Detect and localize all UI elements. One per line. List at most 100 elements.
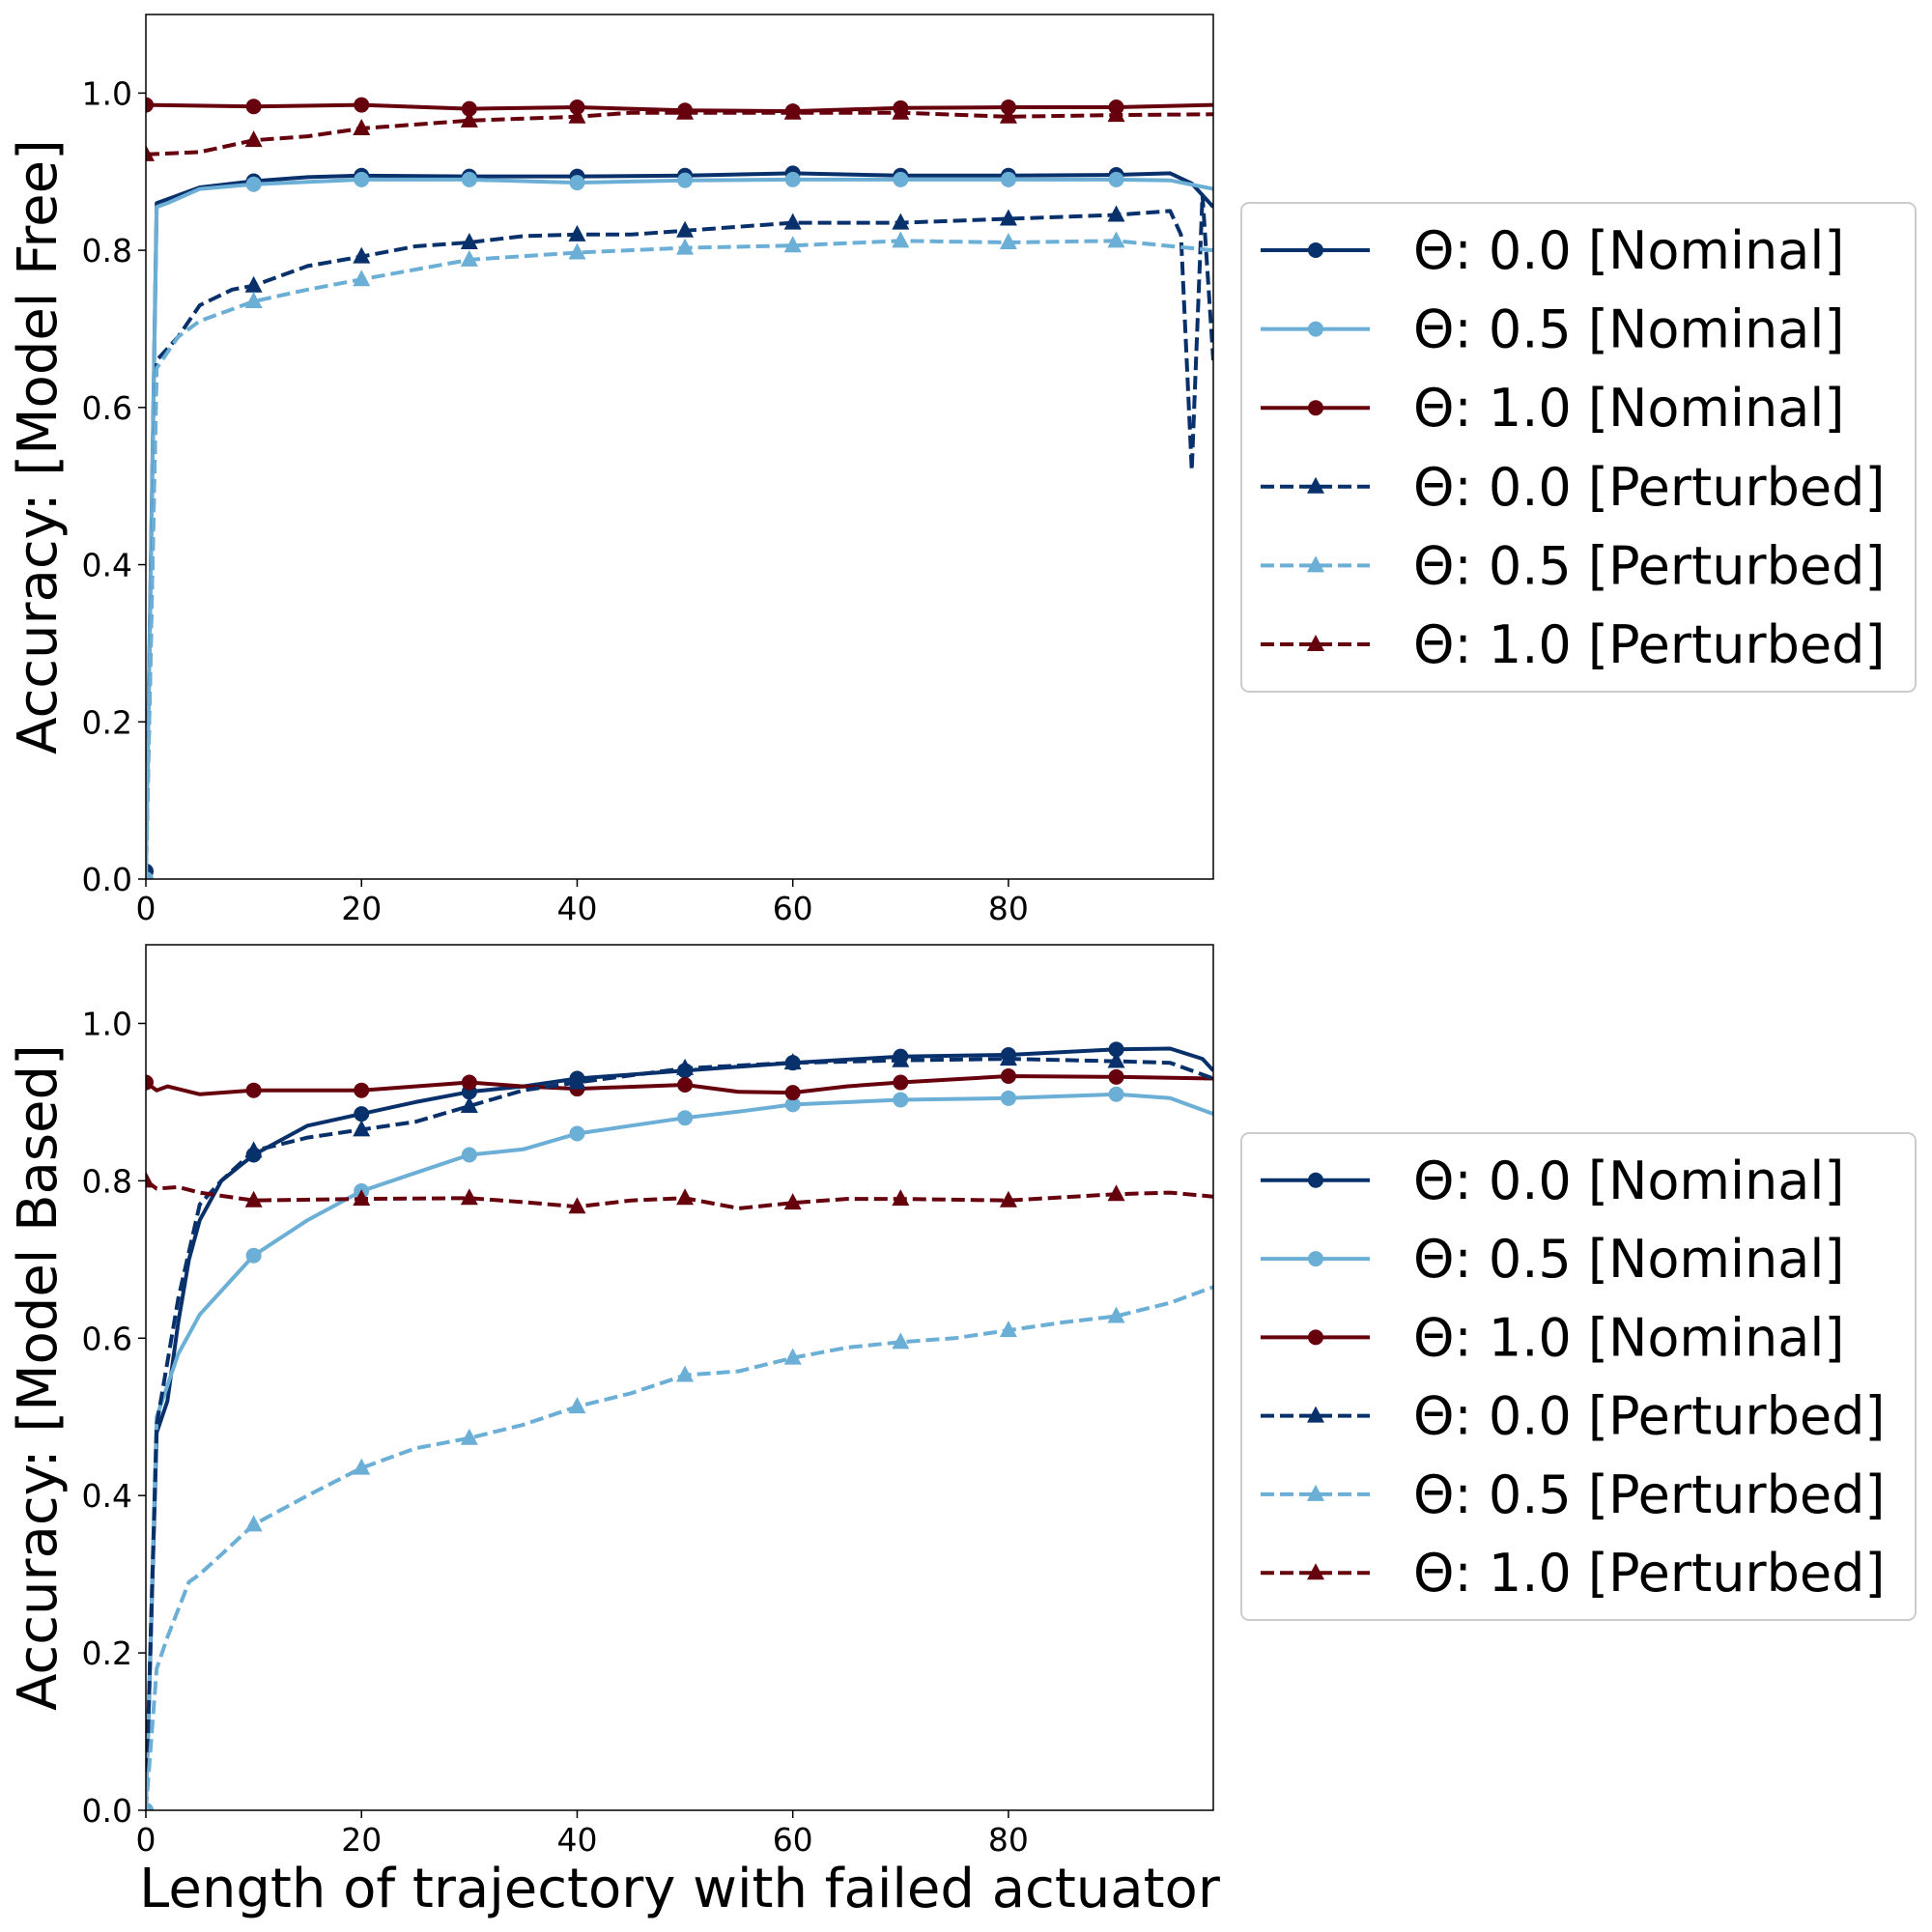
legend: Θ: 0.0 [Nominal] Θ: 0.5 [Nominal] Θ: 1.0 [… <box>1240 1132 1917 1621</box>
data-point-marker <box>783 102 802 120</box>
data-point-marker <box>146 97 154 113</box>
series-4 <box>146 193 1213 879</box>
legend-label: Θ: 0.0 [Perturbed] <box>1413 1386 1885 1447</box>
data-point-marker <box>245 176 262 192</box>
data-point-marker <box>892 213 910 230</box>
data-point-marker <box>354 1106 370 1122</box>
legend-item: Θ: 1.0 [Nominal] <box>1261 1307 1844 1368</box>
legend-label: Θ: 0.0 [Nominal] <box>1413 220 1844 281</box>
data-point-marker <box>1108 1068 1124 1085</box>
subplot-1: 0 20 40 60 80 0.0 0.2 0.4 0.6 0.8 1.0 Accuracy: [Mo… <box>7 14 1917 927</box>
data-point-marker <box>676 102 695 120</box>
legend-label: Θ: 0.5 [Nominal] <box>1413 299 1844 360</box>
legend-item: Θ: 1.0 [Perturbed] <box>1261 1543 1885 1604</box>
data-point-marker <box>999 1321 1017 1338</box>
data-point-marker <box>1108 1041 1124 1058</box>
series-5 <box>146 1285 1213 1810</box>
data-point-marker <box>892 1050 910 1067</box>
y-tick-label: 0.4 <box>82 547 132 584</box>
data-point-marker <box>245 1247 262 1264</box>
legend-label: Θ: 0.5 [Perturbed] <box>1413 1464 1885 1525</box>
data-point-marker <box>892 1189 910 1207</box>
data-point-marker <box>893 1092 909 1108</box>
legend-label: Θ: 0.5 [Nominal] <box>1413 1229 1844 1290</box>
legend-item: Θ: 0.5 [Nominal] <box>1261 1229 1844 1290</box>
x-tick-label: 40 <box>556 890 597 927</box>
plot-area <box>146 97 1213 879</box>
y-tick-label: 0.8 <box>82 232 132 270</box>
data-point-marker <box>676 1365 695 1382</box>
x-tick-label: 20 <box>341 890 382 927</box>
series-line <box>146 1285 1213 1810</box>
legend-item: Θ: 0.5 [Perturbed] <box>1261 1464 1885 1525</box>
series-2 <box>146 171 1213 879</box>
series-6 <box>146 102 1213 161</box>
data-point-marker <box>569 175 585 191</box>
data-point-marker <box>999 232 1017 249</box>
data-point-marker <box>353 1458 371 1475</box>
data-point-marker <box>892 102 910 120</box>
series-line <box>146 177 1213 879</box>
data-point-marker <box>676 238 695 255</box>
y-tick-label: 0.2 <box>82 703 132 741</box>
legend-label: Θ: 1.0 [Nominal] <box>1413 1307 1844 1368</box>
series-1 <box>146 165 1213 879</box>
data-point-marker <box>1000 1090 1016 1106</box>
data-point-marker <box>1107 105 1125 123</box>
legend-item: Θ: 0.0 [Perturbed] <box>1261 1386 1885 1447</box>
data-point-marker <box>353 270 371 287</box>
data-point-marker <box>783 1053 802 1070</box>
series-2 <box>146 1086 1213 1810</box>
x-tick-label: 0 <box>136 890 156 927</box>
data-point-marker <box>893 171 909 187</box>
x-tick-label: 40 <box>556 1821 597 1859</box>
series-line <box>146 1092 1213 1810</box>
series-5 <box>146 231 1213 879</box>
legend-item: Θ: 0.0 [Perturbed] <box>1261 457 1885 518</box>
data-point-marker <box>999 209 1017 226</box>
y-tick-label: 0.6 <box>82 389 132 427</box>
series-1 <box>146 1041 1213 1810</box>
legend-marker <box>1307 555 1324 573</box>
series-line <box>146 1179 1213 1210</box>
data-point-marker <box>1107 205 1125 222</box>
y-tick-label: 0.4 <box>82 1477 132 1515</box>
legend-marker <box>1308 1329 1323 1346</box>
data-point-marker <box>354 171 370 187</box>
legend-label: Θ: 1.0 [Perturbed] <box>1413 614 1885 675</box>
data-point-marker <box>783 236 802 253</box>
data-point-marker <box>783 1348 802 1365</box>
y-tick-label: 0.0 <box>82 1792 132 1830</box>
data-point-marker <box>244 291 263 308</box>
data-point-marker <box>568 1397 586 1414</box>
data-point-marker <box>784 171 801 187</box>
data-point-marker <box>1107 1184 1125 1202</box>
legend: Θ: 0.0 [Nominal] Θ: 0.5 [Nominal] Θ: 1.0 [… <box>1240 202 1917 693</box>
legend-item: Θ: 0.5 [Nominal] <box>1261 299 1844 360</box>
y-tick-label: 0.6 <box>82 1320 132 1357</box>
data-point-marker <box>999 1049 1017 1066</box>
series-line <box>146 110 1213 156</box>
data-point-marker <box>461 171 477 187</box>
data-point-marker <box>1000 171 1016 187</box>
x-tick-label: 60 <box>773 1821 813 1859</box>
legend-frame <box>1240 1132 1917 1621</box>
y-tick-label: 0.2 <box>82 1634 132 1672</box>
data-point-marker <box>893 1074 909 1091</box>
legend-marker <box>1307 635 1324 652</box>
data-point-marker <box>244 1190 263 1208</box>
data-point-marker <box>244 1141 263 1158</box>
data-point-marker <box>676 1188 695 1206</box>
legend-frame <box>1240 202 1917 693</box>
data-point-marker <box>784 1096 801 1113</box>
data-point-marker <box>146 1801 152 1810</box>
y-tick-label: 1.0 <box>82 1005 132 1042</box>
legend-label: Θ: 0.0 [Nominal] <box>1413 1151 1844 1211</box>
data-point-marker <box>568 224 586 242</box>
data-point-marker <box>146 1074 154 1091</box>
data-point-marker <box>999 1190 1017 1208</box>
data-point-marker <box>460 249 478 267</box>
y-axis-label: Accuracy: [Model Based] <box>7 1044 70 1711</box>
data-point-marker <box>783 213 802 230</box>
